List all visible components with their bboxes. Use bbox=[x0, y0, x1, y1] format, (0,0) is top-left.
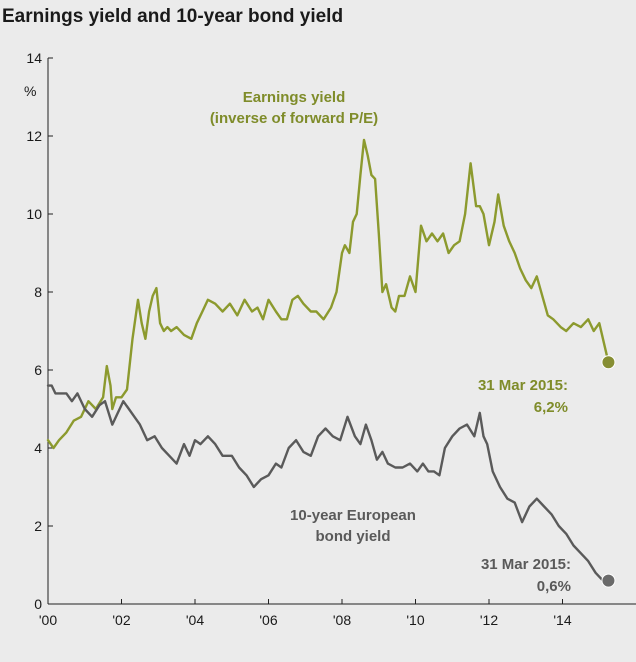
bond-yield-end-label: 31 Mar 2015: bbox=[481, 556, 571, 573]
earnings-yield-end-point bbox=[601, 355, 616, 370]
earnings-yield-end-label: 31 Mar 2015: bbox=[478, 377, 568, 394]
bond-yield-end-label: 0,6% bbox=[537, 578, 571, 595]
bond-yield-end-point bbox=[601, 573, 616, 588]
chart-title: Earnings yield and 10-year bond yield bbox=[2, 6, 343, 27]
x-tick-label: '12 bbox=[480, 612, 498, 628]
y-tick-label: 6 bbox=[34, 362, 42, 378]
series-lines bbox=[46, 138, 616, 588]
y-tick-label: 0 bbox=[34, 596, 42, 612]
earnings-yield-label: Earnings yield bbox=[243, 89, 346, 106]
earnings-yield-line bbox=[46, 138, 610, 450]
x-tick-label: '08 bbox=[333, 612, 351, 628]
y-tick-label: 4 bbox=[34, 440, 42, 456]
bond-yield-line bbox=[46, 384, 610, 582]
y-tick-label: 2 bbox=[34, 518, 42, 534]
x-tick-label: '14 bbox=[553, 612, 571, 628]
earnings-yield-end-label: 6,2% bbox=[534, 399, 568, 416]
x-tick-label: '02 bbox=[112, 612, 130, 628]
y-tick-label: 12 bbox=[26, 128, 42, 144]
earnings-yield-label: (inverse of forward P/E) bbox=[210, 110, 378, 127]
annotations: Earnings yield (inverse of forward P/E) 31… bbox=[210, 89, 571, 595]
x-tick-label: '06 bbox=[259, 612, 277, 628]
y-tick-label: 8 bbox=[34, 284, 42, 300]
y-axis-unit: % bbox=[24, 83, 36, 99]
bond-yield-label: bond yield bbox=[316, 528, 391, 545]
x-tick-label: '10 bbox=[406, 612, 424, 628]
x-tick-label: '04 bbox=[186, 612, 204, 628]
x-tick-label: '00 bbox=[39, 612, 57, 628]
bond-yield-label: 10-year European bbox=[290, 507, 416, 524]
y-tick-label: 10 bbox=[26, 206, 42, 222]
y-tick-label: 14 bbox=[26, 50, 42, 66]
axes: 0 2 4 6 8 10 12 14 '00 '02 '04 '06 '08 '10 '12 '14 bbox=[26, 50, 636, 628]
